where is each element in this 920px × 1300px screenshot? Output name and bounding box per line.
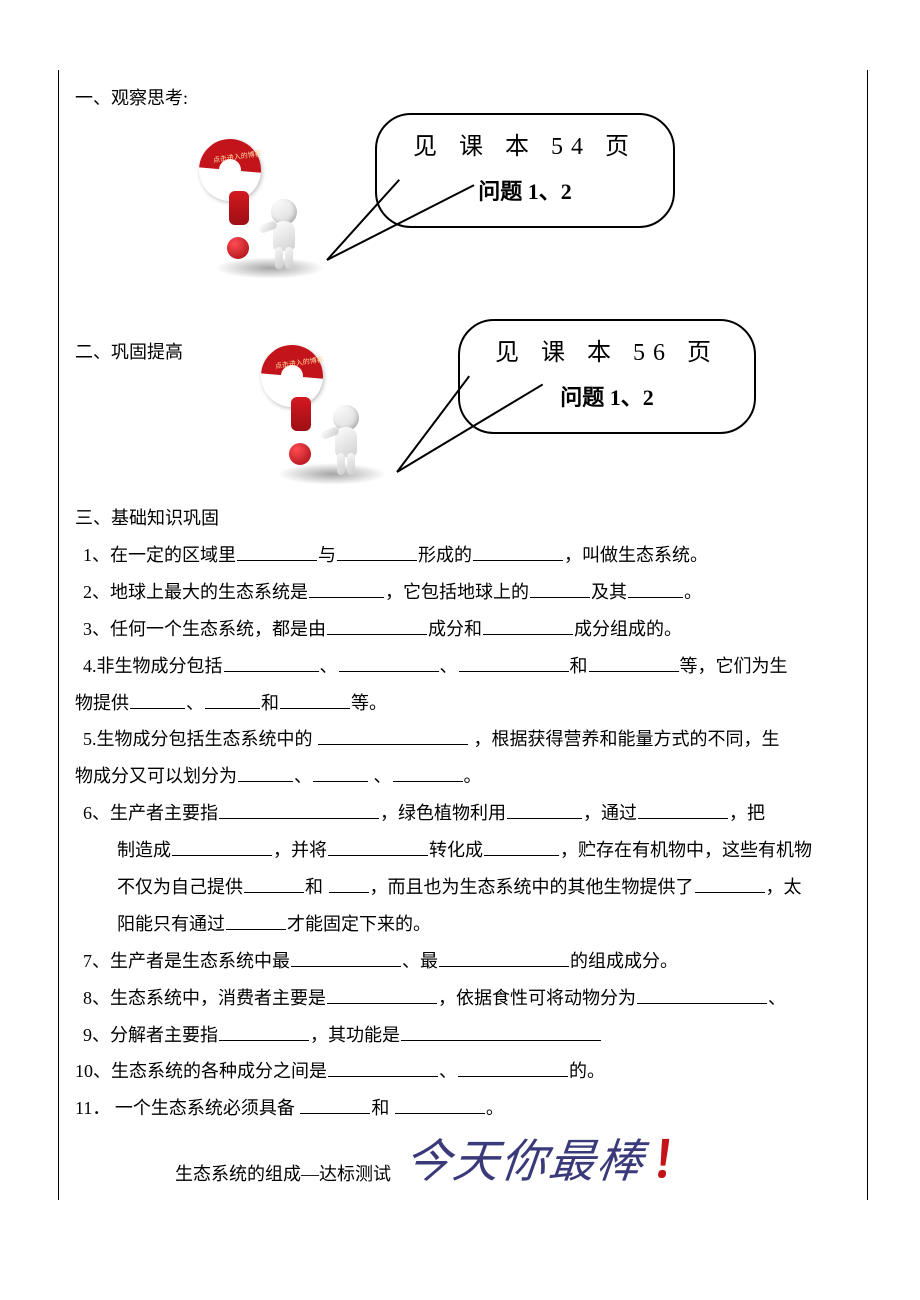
section3-heading: 三、基础知识巩固	[75, 505, 219, 532]
q11: 11． 一个生态系统必须具备 和 。	[75, 1090, 855, 1127]
question-figure-2: 点击进入的博客	[247, 331, 407, 491]
page-content: 一、观察思考: 点击进入的博客 见 课 本 54 页 问题 1、2 二、巩固提高…	[75, 85, 855, 120]
section1-heading: 一、观察思考:	[75, 85, 855, 112]
q1: 1、在一定的区域里与形成的，叫做生态系统。	[75, 537, 855, 574]
questions-block: 1、在一定的区域里与形成的，叫做生态系统。 2、地球上最大的生态系统是，它包括地…	[75, 537, 855, 1127]
question-figure-1: 点击进入的博客	[185, 125, 345, 285]
page-border-right	[867, 70, 868, 1200]
q9: 9、分解者主要指，其功能是	[75, 1017, 855, 1054]
q4-cont: 物提供、和等。	[75, 685, 855, 722]
q6-cont2: 不仅为自己提供和 ，而且也为生态系统中的其他生物提供了，太	[75, 869, 855, 906]
q8: 8、生态系统中，消费者主要是，依据食性可将动物分为、	[75, 980, 855, 1017]
q2: 2、地球上最大的生态系统是，它包括地球上的及其。	[75, 574, 855, 611]
q3: 3、任何一个生态系统，都是由成分和成分组成的。	[75, 611, 855, 648]
footer-subtitle: 生态系统的组成—达标测试	[175, 1161, 391, 1188]
q6: 6、生产者主要指，绿色植物利用，通过，把	[75, 795, 855, 832]
q7: 7、生产者是生态系统中最、最的组成成分。	[75, 943, 855, 980]
q10: 10、生态系统的各种成分之间是、的。	[75, 1053, 855, 1090]
best-today-text: 今天你最棒！	[401, 1123, 707, 1198]
bubble1-line1: 见 课 本 54 页	[397, 129, 653, 165]
person-icon	[325, 405, 367, 475]
q6-cont3: 阳能只有通过才能固定下来的。	[75, 906, 855, 943]
q4: 4.非生物成分包括、、和等，它们为生	[75, 648, 855, 685]
exclamation-icon: ！	[648, 1132, 706, 1188]
q5-cont: 物成分又可以划分为、 、。	[75, 758, 855, 795]
bubble2-line1: 见 课 本 56 页	[480, 335, 734, 371]
person-icon	[263, 199, 305, 269]
speech-bubble-2: 见 课 本 56 页 问题 1、2	[458, 319, 756, 434]
q5: 5.生物成分包括生态系统中的 ，根据获得营养和能量方式的不同，生	[75, 721, 855, 758]
q6-cont1: 制造成，并将转化成，贮存在有机物中，这些有机物	[75, 832, 855, 869]
section2-heading: 二、巩固提高	[75, 339, 183, 366]
